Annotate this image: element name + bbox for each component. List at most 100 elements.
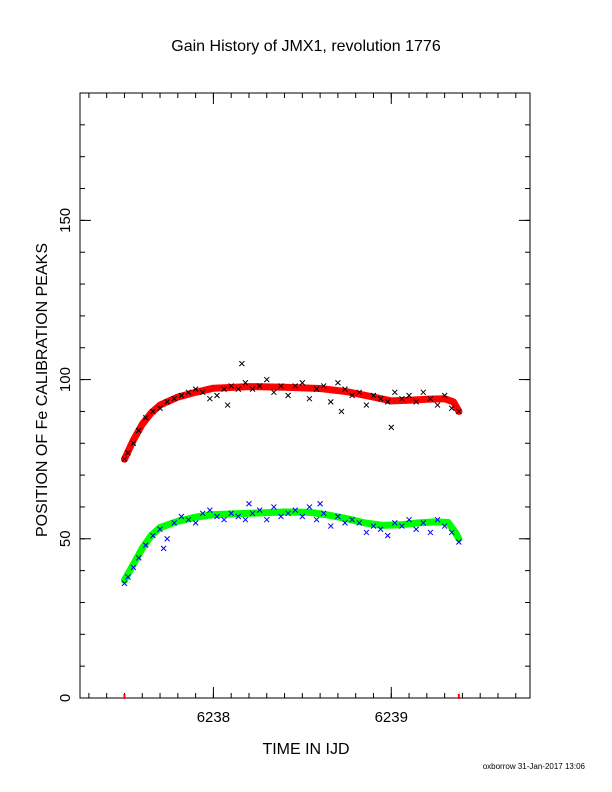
y-tick-label: 0 <box>57 694 74 702</box>
data-point <box>235 386 242 392</box>
data-point <box>178 513 185 520</box>
chart-title: Gain History of JMX1, revolution 1776 <box>171 38 441 55</box>
data-point <box>246 500 252 507</box>
data-point <box>130 440 137 447</box>
data-point <box>406 392 412 399</box>
data-point <box>242 516 249 523</box>
data-point <box>192 520 199 526</box>
data-point <box>121 580 128 587</box>
data-point <box>242 379 249 386</box>
footer-credit: oxborrow 31-Jan-2017 13:06 <box>483 762 586 771</box>
data-point <box>441 392 448 399</box>
data-point <box>413 526 420 533</box>
data-point <box>239 360 245 367</box>
data-point <box>214 392 220 399</box>
data-point <box>399 523 405 529</box>
data-point <box>299 379 306 386</box>
data-point <box>356 389 363 396</box>
data-point <box>271 504 277 510</box>
y-tick-label: 100 <box>57 367 74 392</box>
data-point <box>406 516 412 523</box>
data-point <box>356 520 363 526</box>
data-point <box>320 510 327 517</box>
data-point <box>142 414 149 421</box>
y-tick-label: 150 <box>57 208 74 233</box>
data-point <box>160 545 167 552</box>
data-point <box>349 516 355 523</box>
x-tick-label: 6238 <box>197 709 230 726</box>
data-point <box>206 507 213 513</box>
data-point <box>434 402 441 408</box>
data-point <box>363 529 370 536</box>
data-point <box>121 456 128 463</box>
data-point <box>199 389 206 396</box>
y-axis-label: POSITION OF Fe CALIBRATION PEAKS <box>34 243 51 537</box>
data-point <box>399 395 405 402</box>
x-axis-label: TIME IN IJD <box>262 741 349 758</box>
data-point <box>370 392 377 399</box>
data-point <box>214 513 220 520</box>
data-point <box>292 507 299 513</box>
data-point <box>320 383 327 389</box>
axis-ticks <box>80 92 530 699</box>
data-point <box>338 408 345 415</box>
data-point <box>125 574 131 580</box>
data-point <box>199 510 206 517</box>
data-point <box>221 516 227 523</box>
data-point <box>342 520 348 526</box>
data-point <box>420 520 427 526</box>
data-point <box>285 392 291 399</box>
fit-line-3 <box>121 508 463 584</box>
data-point <box>370 523 377 529</box>
data-point <box>384 399 391 405</box>
data-point <box>427 395 434 402</box>
data-point <box>185 516 192 523</box>
data-point <box>448 405 455 412</box>
data-point <box>221 386 227 392</box>
data-point <box>228 383 235 389</box>
data-point <box>349 392 355 399</box>
data-point <box>171 520 178 526</box>
data-point <box>335 513 341 520</box>
data-point <box>135 555 142 561</box>
data-point <box>278 513 284 520</box>
data-point <box>313 386 320 392</box>
data-point <box>391 520 398 526</box>
data-point <box>441 523 448 529</box>
data-point <box>263 376 270 383</box>
data-point <box>192 386 199 392</box>
data-point <box>285 510 291 517</box>
data-point <box>377 395 384 402</box>
data-point <box>125 449 131 456</box>
tick-labels: 6238 6239 0 50 100 150 <box>57 208 408 726</box>
data-point <box>391 389 398 396</box>
data-point <box>317 500 323 507</box>
fit-line-2 <box>121 383 463 463</box>
data-point <box>249 510 256 517</box>
data-point <box>299 513 306 520</box>
data-point <box>249 386 256 392</box>
data-point <box>434 516 441 523</box>
data-point <box>157 526 163 533</box>
data-point <box>256 383 263 389</box>
data-point <box>256 507 263 513</box>
data-point <box>142 542 149 549</box>
data-point <box>206 395 213 402</box>
data-point <box>335 379 341 386</box>
data-point <box>164 399 171 405</box>
data-point <box>235 513 242 520</box>
data-point <box>384 532 391 539</box>
data-point <box>150 408 156 415</box>
data-point <box>313 516 320 523</box>
x-tick-label: 6239 <box>375 709 408 726</box>
data-point <box>306 504 313 510</box>
y-tick-label: 50 <box>57 530 74 547</box>
data-point <box>427 529 434 536</box>
data-point <box>185 389 192 396</box>
plot-frame <box>79 92 531 699</box>
data-point <box>306 395 313 402</box>
data-point <box>278 383 284 389</box>
data-point <box>164 535 171 542</box>
data-point <box>135 427 142 434</box>
